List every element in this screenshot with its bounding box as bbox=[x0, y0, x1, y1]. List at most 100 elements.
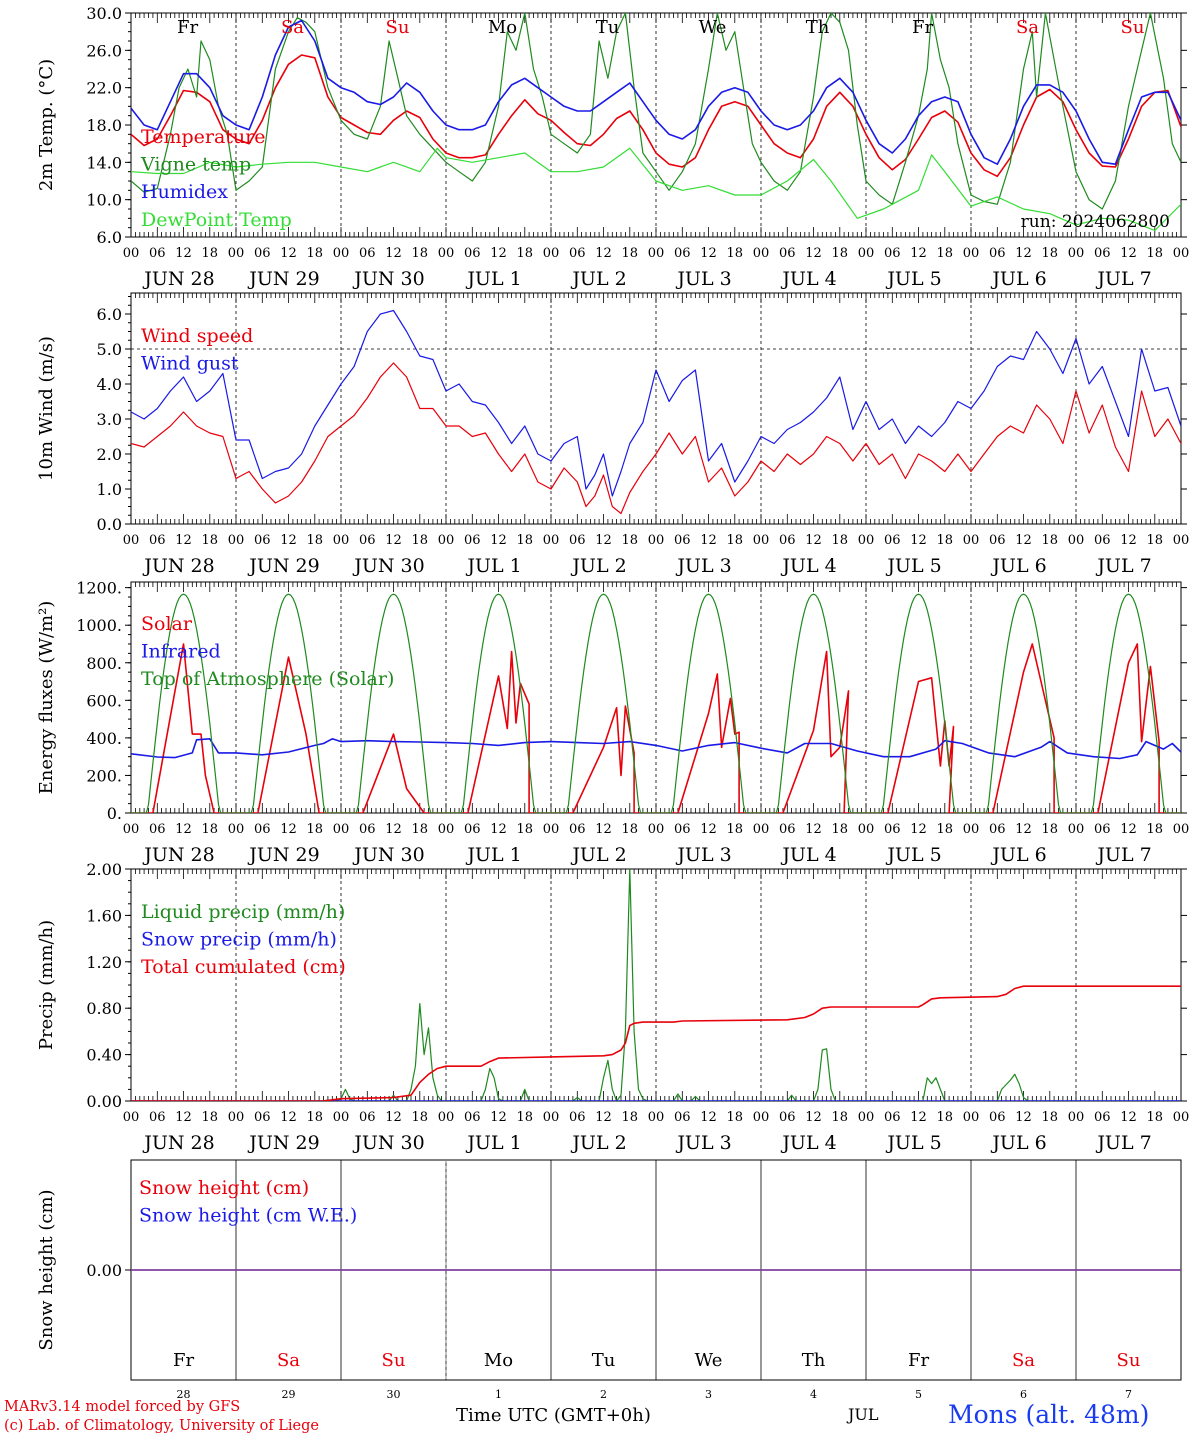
hour-tick-label: 00 bbox=[438, 533, 455, 548]
y-tick-label: 2.0 bbox=[97, 445, 122, 464]
y-tick-label: 6.0 bbox=[97, 228, 122, 247]
weekday-label: Su bbox=[1121, 17, 1145, 38]
date-label: JUN 30 bbox=[352, 555, 424, 577]
date-label: JUL 4 bbox=[780, 1132, 836, 1154]
hour-tick-label: 00 bbox=[963, 246, 980, 261]
hour-tick-label: 06 bbox=[674, 1110, 691, 1125]
hour-tick-label: 06 bbox=[779, 1110, 796, 1125]
series-line-liquid-precip-mm-h bbox=[131, 869, 1181, 1101]
date-label: JUL 4 bbox=[780, 555, 836, 577]
y-tick-label: 0.00 bbox=[86, 1261, 122, 1280]
day-number-label: 3 bbox=[705, 1388, 712, 1401]
hour-tick-label: 06 bbox=[569, 246, 586, 261]
hour-tick-label: 06 bbox=[569, 822, 586, 837]
hour-tick-label: 00 bbox=[123, 533, 140, 548]
y-tick-label: 18.0 bbox=[86, 116, 122, 135]
date-label: JUL 7 bbox=[1095, 555, 1151, 577]
hour-tick-label: 00 bbox=[333, 246, 350, 261]
y-tick-label: 0.0 bbox=[97, 515, 122, 534]
legend-entry: Liquid precip (mm/h) bbox=[141, 901, 345, 923]
hour-tick-label: 18 bbox=[1041, 1110, 1058, 1125]
day-number-label: 6 bbox=[1020, 1388, 1027, 1401]
hour-tick-label: 18 bbox=[1146, 822, 1163, 837]
y-tick-label: 0.00 bbox=[86, 1092, 122, 1111]
day-number-label: 30 bbox=[387, 1388, 401, 1401]
hour-tick-label: 12 bbox=[805, 246, 822, 261]
y-tick-label: 1200. bbox=[76, 579, 122, 598]
y-axis-title: Precip (mm/h) bbox=[36, 920, 57, 1050]
hour-tick-label: 00 bbox=[753, 1110, 770, 1125]
hour-tick-label: 06 bbox=[779, 246, 796, 261]
y-tick-label: 22.0 bbox=[86, 79, 122, 98]
hour-tick-label: 18 bbox=[726, 246, 743, 261]
hour-tick-label: 12 bbox=[490, 246, 507, 261]
series-line-total-cumulated-cm bbox=[131, 985, 1181, 1101]
y-tick-label: 4.0 bbox=[97, 375, 122, 394]
legend-entry: Top of Atmosphere (Solar) bbox=[141, 668, 394, 690]
hour-tick-label: 12 bbox=[1120, 246, 1137, 261]
legend-entry: Vigne temp bbox=[140, 154, 251, 176]
weekday-label: Fr bbox=[177, 17, 198, 38]
hour-tick-label: 18 bbox=[831, 1110, 848, 1125]
hour-tick-label: 12 bbox=[910, 533, 927, 548]
date-label: JUL 6 bbox=[990, 844, 1046, 866]
hour-tick-label: 06 bbox=[254, 1110, 271, 1125]
weekday-label: Fr bbox=[912, 17, 933, 38]
y-tick-label: 0.40 bbox=[86, 1046, 122, 1065]
date-label: JUL 1 bbox=[465, 268, 521, 290]
hour-tick-label: 18 bbox=[306, 822, 323, 837]
weekday-label: Tu bbox=[592, 1350, 616, 1371]
hour-tick-label: 06 bbox=[779, 822, 796, 837]
hour-tick-label: 12 bbox=[910, 822, 927, 837]
weekday-label: Fr bbox=[173, 1350, 194, 1371]
hour-tick-label: 12 bbox=[175, 246, 192, 261]
hour-tick-label: 12 bbox=[805, 822, 822, 837]
hour-tick-label: 12 bbox=[595, 1110, 612, 1125]
hour-tick-label: 18 bbox=[1041, 246, 1058, 261]
hour-tick-label: 00 bbox=[648, 822, 665, 837]
day-number-label: 2 bbox=[600, 1388, 607, 1401]
hour-tick-label: 00 bbox=[1068, 246, 1085, 261]
date-label: JUN 29 bbox=[247, 268, 319, 290]
day-separators bbox=[235, 13, 1077, 237]
weekday-label: Mo bbox=[484, 1350, 513, 1371]
hour-tick-label: 18 bbox=[936, 822, 953, 837]
hour-tick-label: 06 bbox=[1094, 822, 1111, 837]
hour-tick-label: 12 bbox=[700, 1110, 717, 1125]
date-label: JUL 7 bbox=[1095, 1132, 1151, 1154]
y-tick-label: 1.20 bbox=[86, 953, 122, 972]
hour-tick-label: 12 bbox=[595, 246, 612, 261]
time-axis-label: Time UTC (GMT+0h) bbox=[456, 1405, 651, 1426]
weekday-label: Sa bbox=[277, 1350, 300, 1371]
hour-tick-label: 12 bbox=[700, 246, 717, 261]
legend-entry: Wind gust bbox=[141, 353, 239, 375]
hour-tick-label: 06 bbox=[254, 822, 271, 837]
station-title: Mons (alt. 48m) bbox=[948, 1400, 1150, 1429]
hour-tick-label: 00 bbox=[858, 533, 875, 548]
hour-tick-label: 06 bbox=[149, 1110, 166, 1125]
hour-tick-label: 12 bbox=[1015, 822, 1032, 837]
hour-tick-label: 00 bbox=[543, 822, 560, 837]
hour-tick-label: 06 bbox=[1094, 533, 1111, 548]
time-ticks bbox=[130, 13, 1182, 237]
hour-tick-label: 06 bbox=[989, 246, 1006, 261]
hour-tick-label: 12 bbox=[280, 246, 297, 261]
date-label: JUN 28 bbox=[142, 555, 214, 577]
hour-tick-label: 18 bbox=[831, 822, 848, 837]
weekday-label: We bbox=[699, 17, 727, 38]
run-annotation: run: 2024062800 bbox=[1021, 212, 1170, 232]
day-number-label: 29 bbox=[282, 1388, 296, 1401]
series-line-wind-speed bbox=[131, 362, 1181, 515]
y-tick-label: 3.0 bbox=[97, 410, 122, 429]
date-label: JUN 29 bbox=[247, 1132, 319, 1154]
hour-tick-label: 18 bbox=[411, 533, 428, 548]
hour-tick-label: 12 bbox=[1015, 246, 1032, 261]
hour-tick-label: 00 bbox=[753, 533, 770, 548]
weekday-label: Tu bbox=[596, 17, 620, 38]
date-label: JUN 28 bbox=[142, 844, 214, 866]
hour-tick-label: 00 bbox=[438, 246, 455, 261]
legend-entry: DewPoint Temp bbox=[141, 209, 292, 231]
weekday-label: Mo bbox=[488, 17, 517, 38]
hour-tick-label: 06 bbox=[464, 533, 481, 548]
hour-tick-label: 06 bbox=[569, 533, 586, 548]
